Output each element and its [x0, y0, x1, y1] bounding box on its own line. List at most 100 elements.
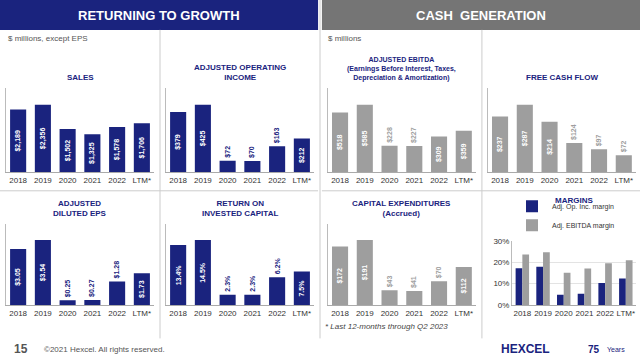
svg-text:$1,578: $1,578	[113, 139, 121, 161]
svg-text:$3.54: $3.54	[39, 264, 47, 282]
svg-text:$70: $70	[435, 266, 443, 278]
svg-text:FREE CASH FLOW: FREE CASH FLOW	[526, 73, 598, 82]
svg-text:RETURN ONINVESTED CAPITAL: RETURN ONINVESTED CAPITAL	[202, 199, 278, 218]
svg-text:$72: $72	[620, 140, 628, 152]
svg-text:13.4%: 13.4%	[175, 265, 182, 286]
svg-text:0%: 0%	[498, 301, 510, 310]
svg-text:2020: 2020	[381, 176, 399, 185]
svg-text:Adj. Op. Inc. margin: Adj. Op. Inc. margin	[552, 203, 614, 211]
svg-text:$227: $227	[410, 127, 418, 143]
svg-text:2018: 2018	[169, 309, 187, 318]
svg-text:$585: $585	[361, 131, 369, 147]
svg-text:2022: 2022	[590, 176, 608, 185]
svg-text:2021: 2021	[565, 176, 583, 185]
svg-text:$0.25: $0.25	[64, 280, 72, 298]
svg-text:$70: $70	[248, 146, 256, 158]
svg-text:$ millions, except EPS: $ millions, except EPS	[8, 34, 88, 43]
svg-text:2018: 2018	[513, 309, 531, 318]
svg-text:2019: 2019	[34, 309, 52, 318]
svg-text:$212: $212	[298, 147, 306, 163]
svg-text:$287: $287	[521, 131, 529, 147]
svg-text:2021: 2021	[405, 176, 423, 185]
svg-text:15: 15	[14, 342, 28, 356]
svg-text:$43: $43	[386, 276, 394, 288]
svg-text:$1.73: $1.73	[138, 280, 146, 298]
svg-text:LTM*: LTM*	[133, 309, 152, 318]
svg-text:$379: $379	[174, 134, 182, 150]
svg-text:2022: 2022	[108, 309, 126, 318]
svg-text:$425: $425	[199, 131, 207, 147]
svg-text:2021: 2021	[576, 309, 594, 318]
svg-text:2019: 2019	[34, 176, 52, 185]
svg-text:ADJUSTED OPERATINGINCOME: ADJUSTED OPERATINGINCOME	[194, 63, 286, 82]
svg-text:$172: $172	[336, 268, 344, 284]
svg-text:2018: 2018	[169, 176, 187, 185]
svg-text:$72: $72	[224, 146, 232, 158]
svg-text:6.2%: 6.2%	[274, 257, 281, 274]
svg-text:LTM*: LTM*	[293, 309, 312, 318]
svg-text:2020: 2020	[555, 309, 573, 318]
svg-text:©2021 Hexcel. All rights reser: ©2021 Hexcel. All rights reserved.	[44, 345, 165, 354]
svg-text:SALES: SALES	[67, 73, 94, 82]
svg-text:75: 75	[588, 344, 600, 355]
svg-text:2019: 2019	[534, 309, 552, 318]
svg-text:2021: 2021	[83, 309, 101, 318]
svg-text:2019: 2019	[356, 176, 374, 185]
svg-text:$0.27: $0.27	[88, 279, 96, 297]
svg-text:$518: $518	[336, 134, 344, 150]
svg-text:$228: $228	[386, 127, 394, 143]
svg-text:2020: 2020	[219, 176, 237, 185]
svg-text:* Last 12-months through Q2 20: * Last 12-months through Q2 2023	[325, 322, 448, 331]
svg-text:2022: 2022	[268, 176, 286, 185]
svg-text:$191: $191	[361, 265, 369, 281]
svg-text:2020: 2020	[541, 176, 559, 185]
svg-text:$1,706: $1,706	[138, 137, 146, 159]
svg-text:$3.05: $3.05	[14, 268, 22, 286]
svg-text:7.5%: 7.5%	[298, 280, 305, 297]
svg-text:2022: 2022	[430, 309, 448, 318]
svg-text:$2,356: $2,356	[39, 128, 47, 150]
svg-text:14.5%: 14.5%	[199, 262, 206, 283]
svg-text:2021: 2021	[243, 309, 261, 318]
svg-text:$237: $237	[496, 136, 504, 152]
svg-text:LTM*: LTM*	[617, 309, 636, 318]
svg-text:ADJUSTEDDILUTED EPS: ADJUSTEDDILUTED EPS	[53, 199, 107, 218]
svg-text:LTM*: LTM*	[133, 176, 152, 185]
svg-text:$112: $112	[460, 278, 468, 293]
svg-text:30%: 30%	[493, 237, 509, 246]
svg-text:$163: $163	[273, 128, 281, 144]
svg-text:Adj. EBITDA margin: Adj. EBITDA margin	[552, 222, 614, 230]
svg-text:$41: $41	[410, 276, 418, 288]
svg-text:RETURNING TO GROWTH: RETURNING TO GROWTH	[78, 8, 240, 23]
svg-text:2020: 2020	[381, 309, 399, 318]
svg-text:CASH GENERATION: CASH GENERATION	[416, 8, 546, 23]
svg-text:2021: 2021	[405, 309, 423, 318]
svg-text:HEXCEL: HEXCEL	[501, 342, 550, 356]
svg-text:20%: 20%	[493, 258, 509, 267]
svg-text:2019: 2019	[194, 176, 212, 185]
svg-text:$97: $97	[595, 135, 603, 147]
svg-text:$1,502: $1,502	[64, 140, 72, 162]
svg-text:2018: 2018	[331, 309, 349, 318]
svg-text:2019: 2019	[194, 309, 212, 318]
svg-text:LTM*: LTM*	[455, 309, 474, 318]
svg-text:2020: 2020	[219, 309, 237, 318]
svg-text:2022: 2022	[268, 309, 286, 318]
svg-text:$2,189: $2,189	[14, 130, 22, 152]
svg-text:LTM*: LTM*	[455, 176, 474, 185]
svg-text:$1.28: $1.28	[113, 261, 121, 279]
svg-text:2022: 2022	[430, 176, 448, 185]
svg-text:LTM*: LTM*	[615, 176, 634, 185]
svg-text:10%: 10%	[493, 279, 509, 288]
svg-text:2018: 2018	[9, 176, 27, 185]
svg-text:$ millions: $ millions	[328, 34, 361, 43]
svg-text:2019: 2019	[356, 309, 374, 318]
svg-text:2022: 2022	[108, 176, 126, 185]
svg-text:$309: $309	[435, 146, 443, 162]
svg-text:2018: 2018	[331, 176, 349, 185]
svg-text:2021: 2021	[83, 176, 101, 185]
svg-text:2020: 2020	[59, 309, 77, 318]
svg-text:$214: $214	[546, 139, 554, 155]
svg-text:2021: 2021	[243, 176, 261, 185]
svg-text:$1,325: $1,325	[88, 142, 96, 164]
